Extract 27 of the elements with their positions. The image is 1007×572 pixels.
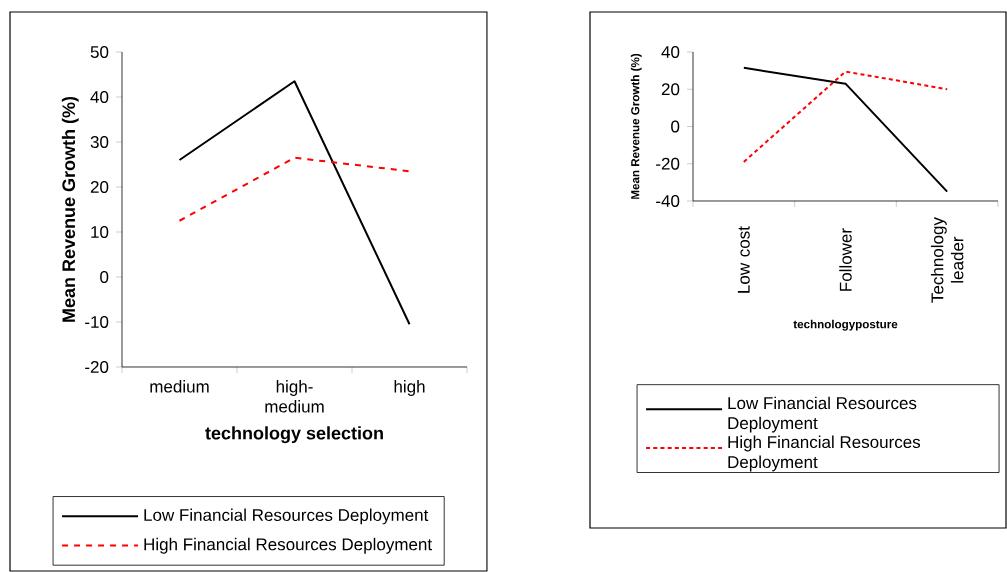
legend-label: High Financial Resources Deployment [728, 435, 921, 472]
x-axis-title: technologyposture [793, 319, 898, 331]
y-tick-label: 30 [90, 136, 109, 149]
y-tick-label: -20 [656, 157, 680, 170]
x-tick-label: high-medium [265, 380, 324, 413]
y-tick-label: 0 [671, 120, 680, 133]
legend-label: Low Financial Resources Deployment [144, 508, 429, 525]
x-tick-label: Technology leader [930, 217, 964, 303]
y-tick-label: 50 [90, 46, 109, 59]
y-tick-label: 0 [100, 271, 109, 284]
y-tick-label: 40 [90, 91, 109, 104]
y-tick-label: -20 [85, 360, 109, 373]
y-tick-label: -40 [656, 194, 680, 208]
y-tick-label: 20 [90, 181, 109, 194]
legend-label: High Financial Resources Deployment [144, 537, 432, 554]
legend-label: Low Financial Resources Deployment [728, 396, 917, 433]
y-tick-label: 10 [91, 226, 109, 239]
x-axis-title: technology selection [205, 426, 383, 444]
x-tick-label: Low cost [737, 226, 750, 293]
y-tick-label: -10 [85, 315, 109, 329]
y-axis-title: Mean Revenue Growth (%) [630, 53, 642, 199]
x-tick-label: medium [150, 380, 209, 393]
y-tick-label: 40 [661, 46, 680, 59]
x-tick-label: high [394, 380, 425, 396]
y-tick-label: 20 [661, 83, 680, 96]
y-axis-title: Mean Revenue Growth (%) [61, 96, 79, 322]
x-tick-label: Follower [839, 228, 852, 291]
